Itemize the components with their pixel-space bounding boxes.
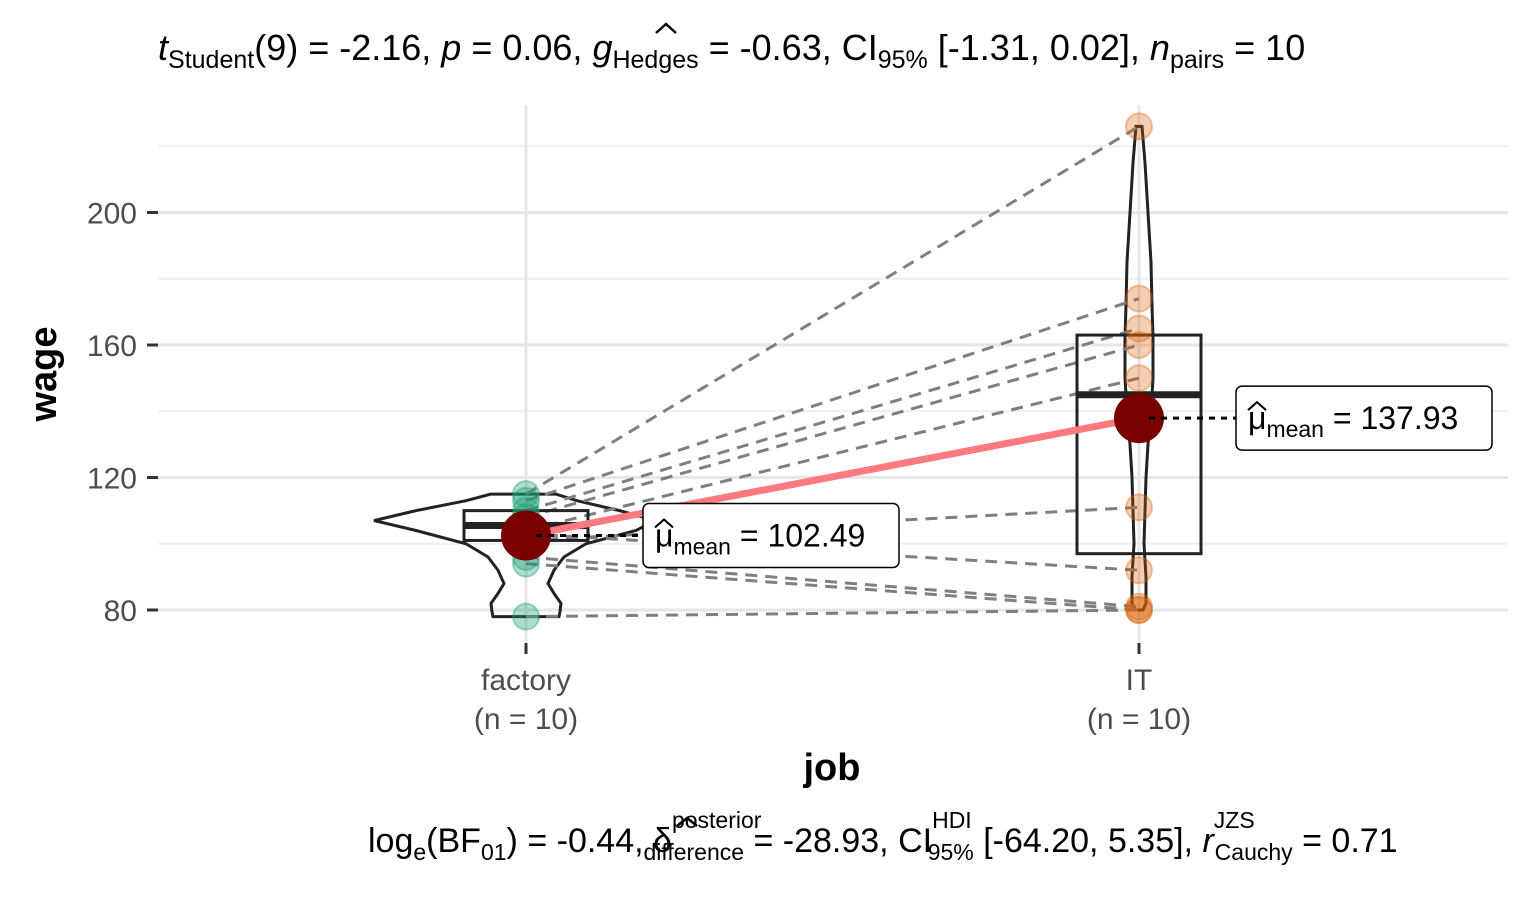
point-factory [512,602,540,631]
hat-accent [676,816,698,827]
mean-label-IT: μmean = 137.93 [1248,400,1458,442]
y-axis-title: wage [23,326,65,422]
point-it [1125,596,1153,624]
point-it [1125,493,1153,522]
mean-label-factory: μmean = 102.49 [655,518,865,560]
pair-line [525,608,1140,619]
axes: 80 120 160 200 factory (n = 10) IT (n = 10) [87,198,1191,737]
point-it [1125,284,1153,313]
chart-subtitle: tStudent(9) = -2.16, p = 0.06, gHedges =… [158,27,1305,74]
point-it [1125,331,1153,359]
box-IT [1075,333,1203,556]
x-tick-count: (n = 10) [1087,703,1191,736]
mean-markers: μmean = 102.49 μmean = 137.93 [501,385,1493,569]
y-tick-label: 200 [87,198,137,231]
y-tick-label: 160 [87,330,137,363]
point-it [1125,112,1153,141]
mean-connecting-line [525,414,1140,539]
point-it [1125,596,1153,624]
violin-it [1123,124,1155,612]
point-it [1125,314,1153,343]
pair-line [525,562,1140,612]
hat-accent [655,22,677,34]
hat-accent [654,518,674,529]
y-tick-label: 80 [104,595,137,628]
point-it [1125,592,1153,621]
y-tick-label: 120 [87,463,137,496]
hat-accent [1247,400,1267,411]
chart-caption: loge(BF01) = -0.44, δposterior difference… [368,807,1398,865]
pair-line [525,555,1140,609]
x-tick-count: (n = 10) [474,703,578,736]
mean-label-box [642,502,900,569]
x-tick-label: factory [481,664,571,697]
x-tick-label: IT [1126,664,1153,697]
mean-label-box [1235,385,1493,451]
x-axis-title: job [803,747,861,789]
pair-line [525,326,1140,513]
mean-point-IT [1114,393,1164,444]
point-factory [512,480,540,509]
delta-hat-symbol: δ [653,822,672,860]
pair-line [525,297,1140,503]
mean-point-factory [501,510,551,561]
pair-line [525,343,1140,519]
point-it [1125,556,1153,585]
g-hat-symbol: g [592,27,612,68]
point-it [1125,364,1153,393]
pair-line [525,376,1140,532]
